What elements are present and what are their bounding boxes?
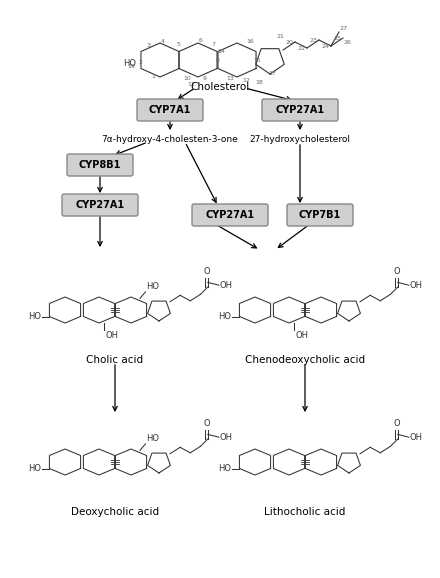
Text: 14: 14 bbox=[218, 49, 226, 54]
Text: 7: 7 bbox=[211, 42, 216, 47]
Text: 21: 21 bbox=[276, 34, 284, 39]
Text: 9: 9 bbox=[202, 76, 207, 81]
Text: O: O bbox=[203, 267, 210, 276]
Text: 20: 20 bbox=[285, 40, 293, 46]
Text: 11: 11 bbox=[187, 82, 195, 87]
Text: O: O bbox=[203, 419, 210, 428]
Text: 27: 27 bbox=[339, 25, 347, 31]
Text: HO: HO bbox=[123, 60, 136, 69]
Text: 12: 12 bbox=[242, 78, 250, 83]
FancyBboxPatch shape bbox=[62, 194, 138, 216]
Text: 1: 1 bbox=[151, 75, 155, 80]
Text: CYP7A1: CYP7A1 bbox=[149, 105, 191, 115]
Text: Cholesterol: Cholesterol bbox=[191, 82, 249, 92]
Text: Cholic acid: Cholic acid bbox=[86, 355, 143, 365]
Text: HO: HO bbox=[28, 464, 41, 473]
Text: CYP7B1: CYP7B1 bbox=[299, 210, 341, 220]
Text: 19: 19 bbox=[128, 64, 136, 69]
Text: Lithocholic acid: Lithocholic acid bbox=[264, 507, 346, 517]
Text: OH: OH bbox=[220, 281, 233, 290]
Text: 17: 17 bbox=[268, 71, 276, 76]
Text: 8: 8 bbox=[216, 58, 220, 62]
Text: 27-hydroxycholesterol: 27-hydroxycholesterol bbox=[249, 135, 351, 144]
Text: 26: 26 bbox=[343, 40, 351, 46]
Text: HO: HO bbox=[147, 434, 159, 443]
Text: 2: 2 bbox=[138, 60, 142, 65]
Text: 23: 23 bbox=[309, 38, 317, 43]
Text: 5: 5 bbox=[177, 42, 181, 47]
Text: OH: OH bbox=[106, 331, 118, 340]
Text: O: O bbox=[393, 267, 400, 276]
Text: CYP27A1: CYP27A1 bbox=[275, 105, 325, 115]
Text: 15: 15 bbox=[253, 57, 260, 62]
Text: OH: OH bbox=[220, 433, 233, 442]
Text: HO: HO bbox=[147, 282, 159, 291]
FancyBboxPatch shape bbox=[192, 204, 268, 226]
Text: 10: 10 bbox=[183, 76, 191, 81]
Text: 16: 16 bbox=[246, 39, 254, 44]
Text: 6: 6 bbox=[198, 38, 202, 43]
Text: HO: HO bbox=[218, 464, 231, 473]
Text: OH: OH bbox=[295, 331, 308, 340]
Text: 22: 22 bbox=[297, 46, 305, 51]
Text: CYP27A1: CYP27A1 bbox=[205, 210, 255, 220]
Text: CYP8B1: CYP8B1 bbox=[79, 160, 121, 170]
FancyBboxPatch shape bbox=[287, 204, 353, 226]
Text: 4: 4 bbox=[160, 39, 164, 44]
Text: O: O bbox=[393, 419, 400, 428]
FancyBboxPatch shape bbox=[262, 99, 338, 121]
Text: 18: 18 bbox=[255, 80, 263, 84]
Text: Deoxycholic acid: Deoxycholic acid bbox=[71, 507, 159, 517]
Text: OH: OH bbox=[410, 281, 423, 290]
FancyBboxPatch shape bbox=[67, 154, 133, 176]
Text: HO: HO bbox=[28, 312, 41, 321]
Text: Chenodeoxycholic acid: Chenodeoxycholic acid bbox=[245, 355, 365, 365]
Text: 13: 13 bbox=[227, 76, 235, 81]
Text: 3: 3 bbox=[147, 43, 151, 48]
Text: HO: HO bbox=[218, 312, 231, 321]
Text: OH: OH bbox=[410, 433, 423, 442]
FancyBboxPatch shape bbox=[137, 99, 203, 121]
Text: 7α-hydroxy-4-cholesten-3-one: 7α-hydroxy-4-cholesten-3-one bbox=[102, 135, 238, 144]
Text: CYP27A1: CYP27A1 bbox=[75, 200, 125, 210]
Text: 24: 24 bbox=[321, 45, 329, 50]
Text: 25: 25 bbox=[333, 35, 341, 40]
